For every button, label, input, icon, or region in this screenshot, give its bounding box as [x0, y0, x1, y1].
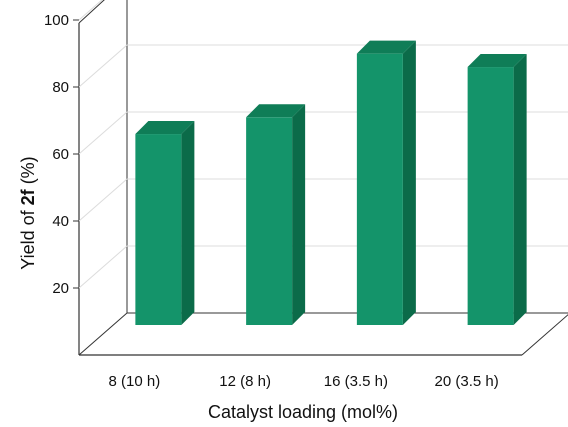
y-tick-label: 40	[52, 213, 69, 230]
bar-side-face	[181, 121, 195, 325]
bar-3	[356, 40, 416, 326]
bar-top-face	[356, 40, 416, 54]
y-tick-labels: 20 40 60 80 100	[44, 12, 69, 297]
bar-side-face	[292, 104, 306, 325]
y-axis-title-compound: 2f	[18, 188, 38, 205]
x-tick-labels: 8 (10 h) 12 (8 h) 16 (3.5 h) 20 (3.5 h)	[109, 373, 499, 390]
bar-side-face	[402, 40, 416, 326]
x-axis-title: Catalyst loading (mol%)	[208, 402, 398, 422]
y-axis-title-prefix: Yield of	[18, 205, 38, 269]
gridline-side-60	[78, 111, 128, 155]
y-tick-label: 60	[52, 146, 69, 163]
bar-top-face	[246, 104, 306, 118]
y-tick-label: 100	[44, 12, 69, 29]
gridline-side-40	[78, 178, 128, 222]
bar-top-face	[467, 54, 527, 68]
y-tick-label: 20	[52, 280, 69, 297]
bar-top-face	[135, 121, 195, 135]
gridline-side-20	[78, 245, 128, 289]
x-tick-label: 8 (10 h)	[109, 373, 161, 390]
x-tick-label: 12 (8 h)	[219, 373, 271, 390]
y-axis-title: Yield of 2f (%)	[18, 156, 38, 269]
bar-2	[246, 104, 306, 325]
gridline-side-100	[78, 0, 103, 21]
bar-front-face	[356, 53, 403, 326]
y-axis-title-suffix: (%)	[18, 156, 38, 189]
y-tick-label: 80	[52, 79, 69, 96]
bar-front-face	[135, 134, 182, 325]
bars-group	[135, 40, 527, 326]
bar-side-face	[513, 54, 527, 326]
gridline-side-80	[78, 44, 128, 88]
bar-4	[467, 54, 527, 326]
x-tick-label: 20 (3.5 h)	[435, 373, 499, 390]
bar-front-face	[467, 67, 514, 326]
bar-front-face	[246, 117, 293, 325]
x-tick-label: 16 (3.5 h)	[324, 373, 388, 390]
floor-left-edge	[78, 312, 128, 356]
bar-1	[135, 121, 195, 325]
floor-right-edge	[521, 314, 568, 356]
top-left-depth-edge	[78, 0, 105, 24]
